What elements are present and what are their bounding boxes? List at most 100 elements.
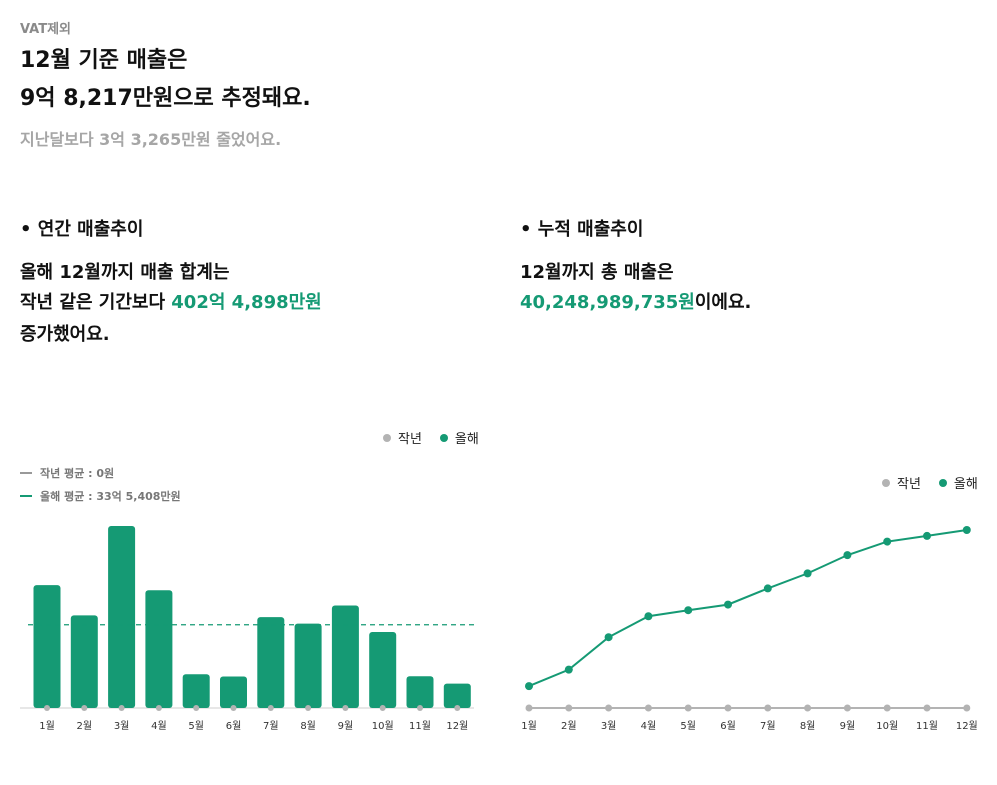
last-year-dot-icon bbox=[383, 433, 391, 442]
legend-last-year: 작년 bbox=[897, 477, 921, 492]
x-tick-label: 3월 bbox=[114, 720, 130, 732]
monthly-sales-bar-chart: 1월 2월 3월 4월 5월 6월 7월 8월 9월 10월 11월 12월 bbox=[20, 526, 474, 732]
point-last-year bbox=[155, 705, 162, 711]
point-last-year bbox=[118, 705, 125, 711]
point-last-year bbox=[923, 704, 931, 712]
x-tick-label: 12월 bbox=[956, 720, 978, 732]
annual-section-title: • 연간 매출추이 bbox=[20, 219, 144, 240]
point-last-year bbox=[525, 704, 533, 712]
cumulative-section-title: • 누적 매출추이 bbox=[520, 219, 644, 240]
cumulative-sales-line-chart: 1월 2월 3월 4월 5월 6월 7월 8월 9월 10월 11월 12월 bbox=[521, 526, 978, 732]
last-year-average-label: 작년 평균 : 0원 bbox=[40, 467, 115, 480]
this-year-average: 올해 평균 : 33억 5,408만원 bbox=[20, 488, 181, 504]
bar-this-year bbox=[369, 632, 397, 708]
point-this-year bbox=[962, 526, 971, 534]
x-tick-label: 11월 bbox=[916, 720, 938, 732]
cumulative-total-amount: 40,248,989,735원 bbox=[520, 292, 695, 313]
x-tick-label: 7월 bbox=[263, 720, 279, 732]
point-last-year bbox=[44, 705, 50, 711]
x-tick-label: 3월 bbox=[601, 720, 617, 732]
point-last-year bbox=[267, 705, 274, 711]
point-this-year bbox=[525, 682, 533, 691]
bar-this-year bbox=[70, 615, 98, 708]
bar-this-year bbox=[331, 605, 359, 708]
point-this-year bbox=[604, 633, 613, 642]
point-last-year bbox=[81, 705, 88, 711]
annual-line2-prefix: 작년 같은 기간보다 bbox=[20, 292, 172, 313]
x-tick-label: 12월 bbox=[446, 720, 468, 732]
x-tick-label: 8월 bbox=[800, 720, 816, 732]
x-tick-label: 6월 bbox=[226, 720, 242, 732]
x-tick-label: 9월 bbox=[840, 720, 856, 732]
bar-this-year bbox=[294, 623, 322, 708]
annual-line1: 올해 12월까지 매출 합계는 bbox=[20, 262, 230, 283]
headline-line2: 9억 8,217만원으로 추정돼요. bbox=[20, 86, 311, 111]
point-this-year bbox=[923, 531, 931, 540]
point-last-year bbox=[764, 704, 772, 712]
point-last-year bbox=[454, 705, 461, 711]
bar-this-year bbox=[220, 676, 247, 708]
point-this-year bbox=[644, 612, 653, 621]
point-last-year bbox=[605, 704, 613, 712]
point-last-year bbox=[684, 704, 692, 712]
x-tick-label: 9월 bbox=[338, 720, 354, 732]
point-this-year bbox=[564, 665, 573, 674]
point-last-year bbox=[644, 704, 652, 712]
point-last-year bbox=[193, 705, 200, 711]
x-tick-label: 1월 bbox=[521, 720, 537, 732]
x-tick-label: 1월 bbox=[39, 720, 55, 732]
cumulative-line1: 12월까지 총 매출은 bbox=[520, 262, 674, 283]
point-this-year bbox=[803, 569, 812, 578]
legend-this-year: 올해 bbox=[953, 477, 978, 492]
point-last-year bbox=[843, 704, 851, 712]
point-last-year bbox=[342, 705, 349, 711]
x-tick-label: 5월 bbox=[680, 720, 696, 732]
bar-chart-legend: 작년 올해 bbox=[383, 428, 479, 447]
legend-this-year: 올해 bbox=[454, 432, 479, 447]
bar-this-year bbox=[182, 674, 210, 708]
bar-this-year bbox=[257, 617, 285, 708]
annual-increase-amount: 402억 4,898만원 bbox=[171, 292, 322, 313]
point-this-year bbox=[684, 606, 693, 615]
x-tick-label: 4월 bbox=[641, 720, 657, 732]
line-chart-legend: 작년 올해 bbox=[882, 473, 978, 492]
annual-line3: 증가했어요. bbox=[20, 324, 110, 345]
last-year-dot-icon bbox=[882, 478, 890, 487]
x-tick-label: 8월 bbox=[300, 720, 316, 732]
x-tick-label: 7월 bbox=[760, 720, 776, 732]
bar-this-year bbox=[443, 683, 471, 708]
bar-this-year bbox=[33, 585, 61, 708]
last-year-average-dash-icon bbox=[20, 472, 32, 474]
vat-label: VAT제외 bbox=[20, 22, 72, 37]
x-tick-label: 6월 bbox=[720, 720, 736, 732]
bar-this-year bbox=[108, 526, 136, 708]
this-year-average-label: 올해 평균 : 33억 5,408만원 bbox=[40, 490, 181, 503]
month-change-text: 지난달보다 3억 3,265만원 줄었어요. bbox=[20, 130, 282, 149]
cumulative-line2: 40,248,989,735원이에요. bbox=[520, 288, 751, 314]
headline-line1: 12월 기준 매출은 bbox=[20, 48, 188, 73]
x-tick-label: 5월 bbox=[188, 720, 204, 732]
this-year-dot-icon bbox=[938, 478, 947, 487]
point-this-year bbox=[843, 551, 852, 560]
point-last-year bbox=[963, 704, 971, 712]
x-tick-label: 10월 bbox=[372, 720, 394, 732]
bar-this-year bbox=[406, 676, 434, 708]
point-this-year bbox=[883, 537, 892, 546]
x-tick-label: 4월 bbox=[151, 720, 167, 732]
x-tick-label: 10월 bbox=[876, 720, 898, 732]
x-tick-label: 2월 bbox=[77, 720, 93, 732]
x-tick-label: 11월 bbox=[409, 720, 431, 732]
this-year-average-dash-icon bbox=[20, 495, 32, 497]
last-year-average: 작년 평균 : 0원 bbox=[20, 465, 114, 481]
annual-line2: 작년 같은 기간보다 402억 4,898만원 bbox=[20, 288, 322, 314]
point-this-year bbox=[724, 600, 732, 609]
point-last-year bbox=[305, 705, 312, 711]
point-last-year bbox=[565, 704, 573, 712]
point-last-year bbox=[417, 705, 423, 711]
point-last-year bbox=[883, 704, 891, 712]
bar-this-year bbox=[145, 590, 173, 708]
x-tick-label: 2월 bbox=[561, 720, 577, 732]
point-last-year bbox=[804, 704, 812, 712]
point-last-year bbox=[379, 705, 386, 711]
point-last-year bbox=[724, 704, 732, 712]
